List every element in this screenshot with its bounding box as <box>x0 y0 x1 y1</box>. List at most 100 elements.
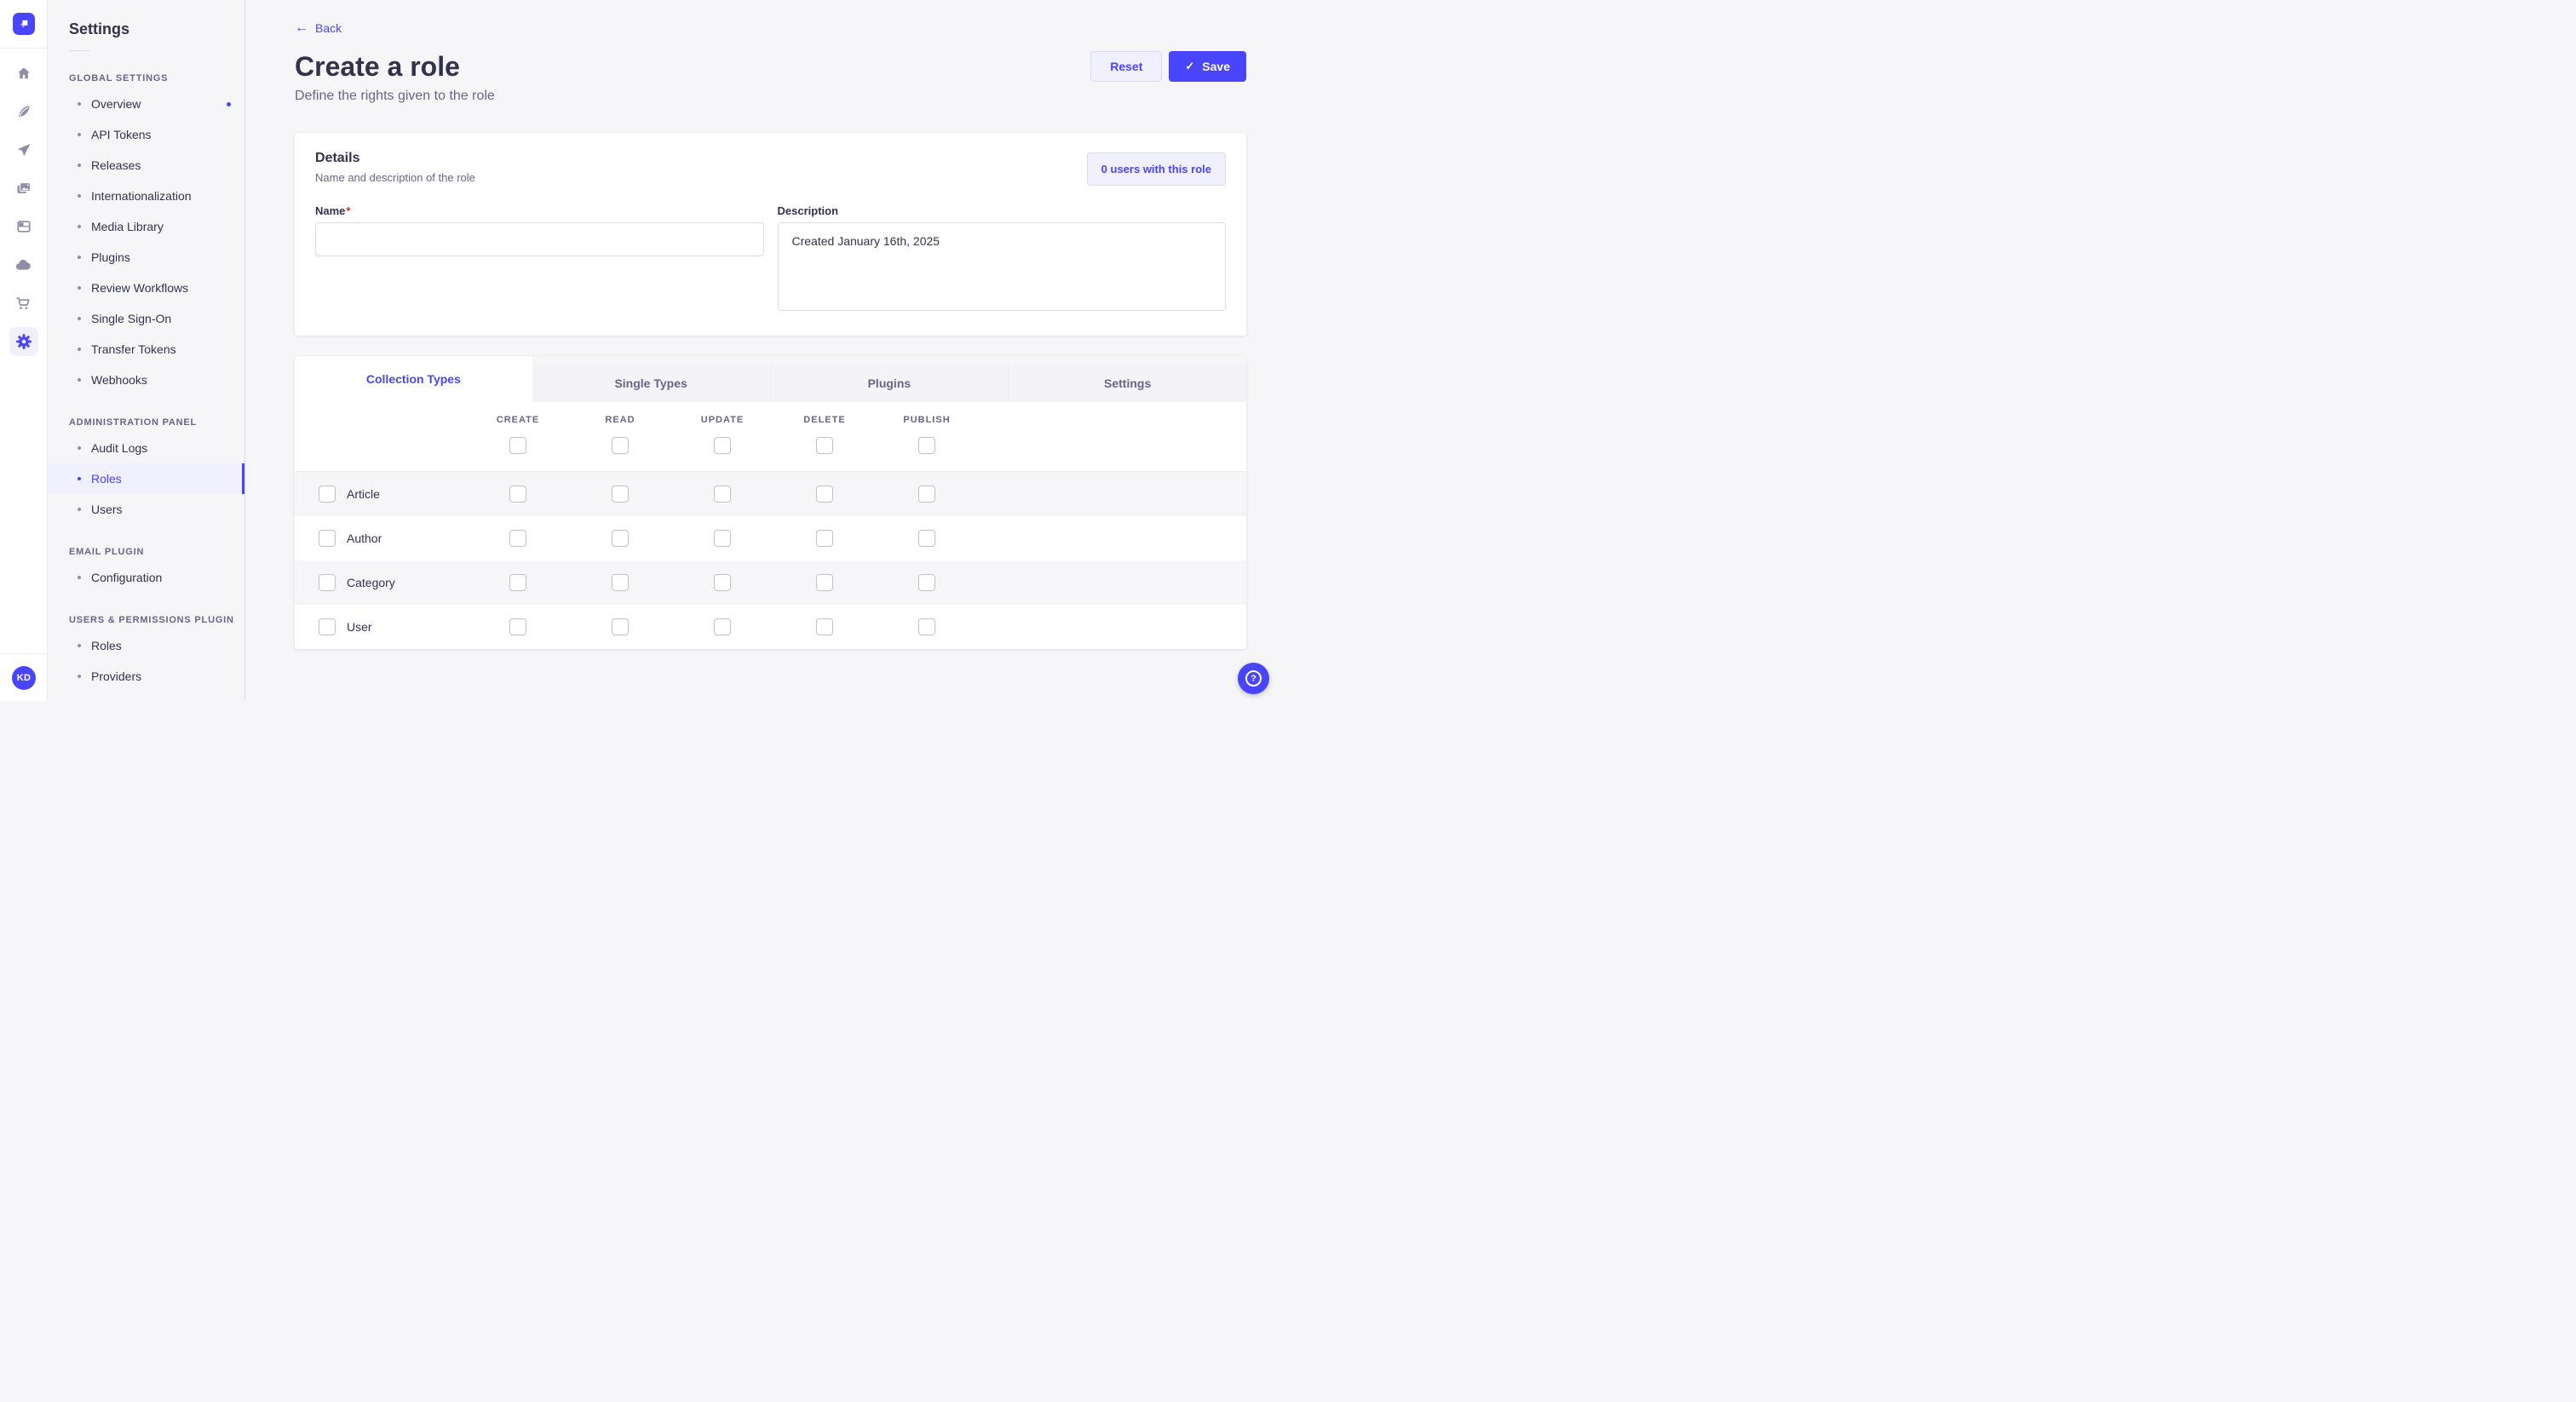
icon-rail: KD <box>0 0 48 701</box>
bullet-icon <box>78 317 81 320</box>
column-header-read: READ <box>605 415 635 425</box>
sidebar-item-users[interactable]: Users <box>48 494 244 525</box>
gear-icon[interactable] <box>9 327 38 356</box>
tab-collection-types[interactable]: Collection Types <box>295 356 532 402</box>
column-header-publish: PUBLISH <box>903 415 951 425</box>
perm-checkbox-update[interactable] <box>714 486 731 503</box>
sidebar-item-up-roles[interactable]: Roles <box>48 630 244 661</box>
permissions-header-row: CREATE READ UPDATE DELETE <box>295 402 1246 472</box>
perm-checkbox-publish[interactable] <box>918 486 935 503</box>
sidebar-item-audit-logs[interactable]: Audit Logs <box>48 433 244 463</box>
permissions-card: Collection Types Single Types Plugins Se… <box>295 356 1246 649</box>
perm-checkbox-publish[interactable] <box>918 618 935 635</box>
check-icon: ✓ <box>1185 60 1195 72</box>
bullet-icon <box>78 446 81 450</box>
cloud-icon[interactable] <box>14 256 33 274</box>
table-row-category: Category <box>295 560 1246 605</box>
back-link[interactable]: ← Back <box>295 21 342 36</box>
row-checkbox[interactable] <box>319 618 336 635</box>
perm-checkbox-read[interactable] <box>612 618 629 635</box>
reset-button[interactable]: Reset <box>1090 51 1163 82</box>
rail-divider <box>0 48 48 49</box>
perm-checkbox-update[interactable] <box>714 618 731 635</box>
name-field-label: Name* <box>315 204 351 217</box>
save-label: Save <box>1202 60 1230 73</box>
perm-checkbox-read[interactable] <box>612 574 629 591</box>
sidebar-item-plugins[interactable]: Plugins <box>48 242 244 273</box>
paper-plane-icon[interactable] <box>14 141 33 159</box>
home-icon[interactable] <box>14 64 33 83</box>
select-all-read-checkbox[interactable] <box>612 437 629 454</box>
perm-checkbox-create[interactable] <box>509 574 526 591</box>
rail-bottom-divider <box>0 653 48 654</box>
row-checkbox[interactable] <box>319 486 336 503</box>
description-textarea[interactable] <box>777 222 1226 311</box>
perm-checkbox-read[interactable] <box>612 486 629 503</box>
bullet-icon <box>78 194 81 198</box>
perm-checkbox-update[interactable] <box>714 530 731 547</box>
cart-icon[interactable] <box>14 294 33 313</box>
tab-single-types[interactable]: Single Types <box>532 364 770 402</box>
avatar[interactable]: KD <box>12 666 36 690</box>
perm-checkbox-publish[interactable] <box>918 574 935 591</box>
select-all-update-checkbox[interactable] <box>714 437 731 454</box>
table-row-article: Article <box>295 472 1246 516</box>
column-header-update: UPDATE <box>700 415 745 425</box>
app-root: KD Settings GLOBAL SETTINGS Overview API… <box>0 0 1288 701</box>
perm-checkbox-delete[interactable] <box>816 530 833 547</box>
question-mark-icon: ? <box>1245 670 1262 687</box>
sidebar-item-internationalization[interactable]: Internationalization <box>48 181 244 211</box>
media-library-icon[interactable] <box>14 179 33 198</box>
sidebar-item-transfer-tokens[interactable]: Transfer Tokens <box>48 334 244 365</box>
bullet-icon <box>78 477 81 480</box>
bullet-icon <box>78 378 81 382</box>
save-button[interactable]: ✓ Save <box>1169 51 1246 82</box>
section-heading-users-permissions-plugin: USERS & PERMISSIONS PLUGIN <box>69 615 234 625</box>
sidebar-item-single-sign-on[interactable]: Single Sign-On <box>48 303 244 334</box>
select-all-publish-checkbox[interactable] <box>918 437 935 454</box>
select-all-delete-checkbox[interactable] <box>816 437 833 454</box>
settings-sidebar: Settings GLOBAL SETTINGS Overview API To… <box>48 0 245 701</box>
feather-icon[interactable] <box>14 102 33 121</box>
table-row-author: Author <box>295 516 1246 560</box>
bullet-icon <box>78 644 81 647</box>
perm-checkbox-publish[interactable] <box>918 530 935 547</box>
perm-checkbox-delete[interactable] <box>816 486 833 503</box>
details-title: Details <box>315 151 360 165</box>
table-row-user: User <box>295 605 1246 649</box>
sidebar-item-media-library[interactable]: Media Library <box>48 211 244 242</box>
perm-checkbox-create[interactable] <box>509 618 526 635</box>
perm-checkbox-create[interactable] <box>509 530 526 547</box>
section-heading-administration-panel: ADMINISTRATION PANEL <box>69 417 198 428</box>
help-button[interactable]: ? <box>1238 663 1269 694</box>
tab-plugins[interactable]: Plugins <box>769 364 1009 402</box>
sidebar-item-providers[interactable]: Providers <box>48 661 244 692</box>
column-header-create: CREATE <box>496 415 540 425</box>
perm-checkbox-read[interactable] <box>612 530 629 547</box>
users-with-role-button[interactable]: 0 users with this role <box>1086 152 1226 186</box>
sidebar-item-webhooks[interactable]: Webhooks <box>48 365 244 395</box>
sidebar-item-configuration[interactable]: Configuration <box>48 562 244 593</box>
sidebar-item-overview[interactable]: Overview <box>48 89 244 119</box>
select-all-create-checkbox[interactable] <box>509 437 526 454</box>
row-checkbox[interactable] <box>319 574 336 591</box>
sidebar-title-divider <box>69 50 89 51</box>
perm-checkbox-update[interactable] <box>714 574 731 591</box>
perm-checkbox-delete[interactable] <box>816 618 833 635</box>
sidebar-title: Settings <box>69 20 130 37</box>
perm-checkbox-delete[interactable] <box>816 574 833 591</box>
sidebar-item-releases[interactable]: Releases <box>48 150 244 181</box>
bullet-icon <box>78 576 81 579</box>
row-checkbox[interactable] <box>319 530 336 547</box>
bullet-icon <box>78 286 81 290</box>
layout-icon[interactable] <box>14 217 33 236</box>
perm-checkbox-create[interactable] <box>509 486 526 503</box>
strapi-logo-icon <box>19 20 27 29</box>
strapi-logo[interactable] <box>12 13 35 35</box>
name-input[interactable] <box>315 222 764 256</box>
sidebar-item-api-tokens[interactable]: API Tokens <box>48 119 244 150</box>
description-field-label: Description <box>777 204 839 217</box>
tab-settings[interactable]: Settings <box>1008 364 1246 402</box>
sidebar-item-roles[interactable]: Roles <box>48 463 244 494</box>
sidebar-item-review-workflows[interactable]: Review Workflows <box>48 273 244 303</box>
